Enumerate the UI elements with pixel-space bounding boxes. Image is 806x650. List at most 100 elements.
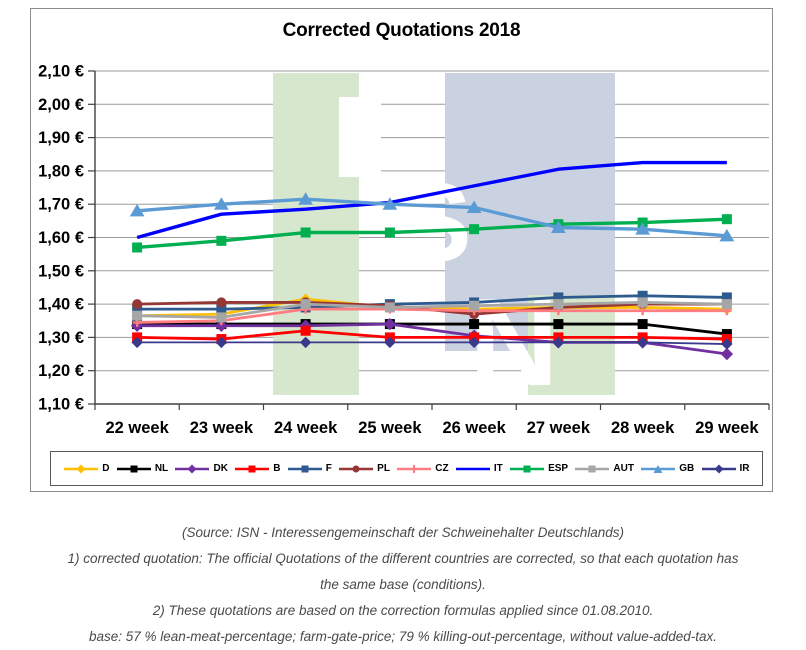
x-tick-label: 24 week: [274, 419, 338, 437]
legend-label-IT: IT: [493, 463, 503, 474]
data-point-marker: [720, 347, 734, 361]
footer: (Source: ISN - Interessengemeinschaft de…: [0, 520, 806, 650]
x-tick-label: 26 week: [442, 419, 506, 437]
legend-item-NL: NL: [116, 463, 168, 475]
data-point-marker: [552, 336, 565, 349]
legend-swatch-CZ: [397, 464, 432, 473]
legend-swatch-IR: [701, 464, 736, 473]
y-tick-label: 1,30 €: [38, 329, 84, 347]
y-tick-label: 2,10 €: [38, 63, 84, 81]
legend-label-F: F: [325, 463, 332, 474]
data-point-marker: [468, 336, 480, 349]
data-point-marker: [719, 228, 735, 242]
legend-label-IR: IR: [739, 463, 750, 474]
data-point-marker: [384, 302, 395, 313]
x-tick-label: 23 week: [190, 419, 254, 437]
footer-source-line: (Source: ISN - Interessengemeinschaft de…: [182, 525, 624, 540]
data-point-marker: [721, 214, 732, 225]
series-line-F: [137, 294, 727, 311]
y-tick-label: 1,90 €: [38, 129, 84, 147]
y-tick-label: 1,50 €: [38, 262, 84, 280]
data-point-marker: [469, 319, 480, 330]
chart-frame: Corrected Quotations 2018 1,10 €1,20 €1,…: [30, 8, 773, 492]
data-point-marker: [637, 319, 648, 330]
data-point-marker: [132, 299, 143, 310]
legend-label-D: D: [102, 463, 110, 474]
y-tick-label: 1,60 €: [38, 229, 84, 247]
square-marker-icon: [523, 465, 531, 472]
legend-label-DK: DK: [213, 463, 228, 474]
data-point-marker: [300, 325, 311, 336]
legend-swatch-F: [287, 465, 322, 472]
legend-label-PL: PL: [377, 463, 390, 474]
data-point-marker: [635, 222, 651, 235]
square-marker-icon: [248, 465, 256, 472]
data-point-marker: [384, 227, 395, 238]
legend-swatch-DK: [175, 464, 210, 473]
footer-note2-line: 2) These quotations are based on the cor…: [152, 603, 654, 618]
data-point-marker: [132, 310, 143, 321]
footer-base-line: base: 57 % lean-meat-percentage; farm-ga…: [88, 629, 718, 644]
y-tick-label: 1,20 €: [38, 362, 84, 380]
data-point-marker: [382, 197, 398, 210]
circle-marker-icon: [352, 465, 360, 472]
series-line-ESP: [136, 217, 727, 250]
data-point-marker: [469, 300, 480, 311]
data-point-marker: [298, 192, 314, 205]
data-point-marker: [553, 319, 564, 330]
data-point-marker: [215, 319, 228, 332]
data-point-marker: [637, 297, 648, 308]
y-tick-label: 2,00 €: [38, 96, 84, 114]
legend-item-B: B: [234, 463, 280, 475]
legend-swatch-GB: [641, 464, 676, 473]
legend-label-CZ: CZ: [435, 463, 449, 474]
legend-item-PL: PL: [338, 463, 390, 475]
legend-item-D: D: [63, 463, 110, 475]
y-tick-label: 1,80 €: [38, 162, 84, 180]
legend-swatch-PL: [339, 465, 374, 472]
data-point-marker: [469, 224, 480, 235]
legend-item-CZ: CZ: [396, 463, 449, 475]
data-point-marker: [721, 338, 733, 350]
series-line-B: [137, 329, 727, 341]
series-line-NL: [137, 322, 728, 336]
diamond-marker-icon: [76, 464, 86, 473]
legend-label-B: B: [273, 463, 281, 474]
triangle-marker-icon: [653, 464, 663, 473]
square-marker-icon: [130, 465, 138, 472]
legend-item-AUT: AUT: [574, 463, 634, 475]
series-line-IT: [136, 160, 727, 240]
legend-item-DK: DK: [174, 463, 228, 475]
data-point-marker: [636, 336, 649, 349]
footer-note1-line: 1) corrected quotation: The official Quo…: [67, 551, 739, 566]
square-marker-icon: [301, 465, 309, 472]
legend-item-ESP: ESP: [509, 463, 568, 475]
data-point-marker: [638, 306, 648, 316]
diamond-marker-icon: [714, 464, 724, 473]
square-marker-icon: [588, 465, 596, 472]
plot-svg: 1,10 € 1,20 € 1,30 € 1,40 € 1,50 € 1,60 € 1,70…: [38, 63, 770, 437]
data-point-marker: [550, 220, 566, 234]
series-line-GB: [136, 197, 728, 238]
data-point-marker: [299, 336, 312, 349]
data-point-marker: [216, 297, 227, 308]
watermark-letter-i: [339, 97, 381, 177]
series-line-CZ: [137, 307, 727, 324]
legend-item-GB: GB: [640, 463, 694, 475]
x-tick-label: 28 week: [611, 419, 675, 437]
y-tick-label: 1,10 €: [38, 396, 84, 414]
data-point-marker: [300, 227, 311, 238]
chart-title: Corrected Quotations 2018: [282, 20, 521, 41]
legend-label-ESP: ESP: [548, 463, 569, 474]
series-line-IR: [137, 341, 727, 345]
footer-note1b-line: the same base (conditions).: [320, 577, 486, 592]
y-tick-label: 1,70 €: [38, 196, 84, 214]
legend-swatch-D: [64, 464, 99, 473]
data-point-marker: [216, 312, 227, 323]
plus-marker-icon: [410, 464, 419, 473]
legend-item-IT: IT: [455, 463, 503, 475]
legend-swatch-B: [235, 465, 270, 472]
y-tick-label: 1,40 €: [38, 296, 84, 314]
legend-box: D NL DK B F PL CZ IT ESP AUT GB IR: [50, 451, 763, 486]
legend-swatch-ESP: [510, 465, 545, 472]
